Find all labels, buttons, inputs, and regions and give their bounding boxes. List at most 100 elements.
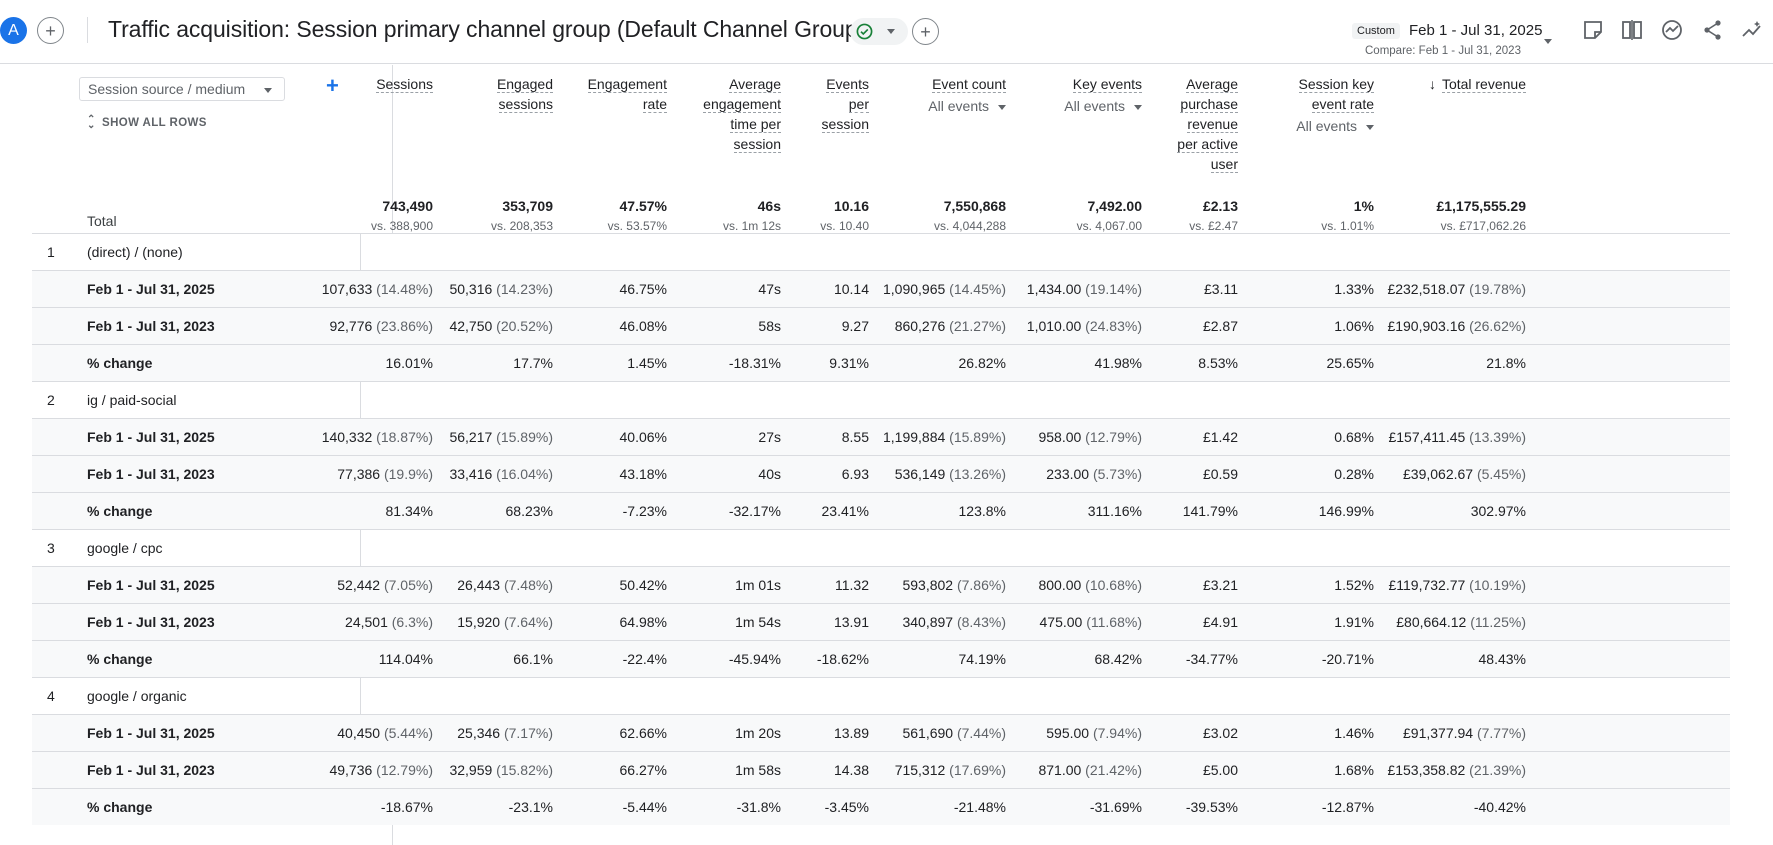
table-cell: 311.16% (1088, 503, 1142, 519)
table-cell: 1m 54s (735, 614, 781, 630)
cell-percent: (14.48%) (372, 281, 433, 297)
group-row[interactable]: 3 google / cpc (32, 529, 1730, 567)
show-all-rows-button[interactable]: ⌃ ⌄ SHOW ALL ROWS (87, 115, 207, 131)
cell-value: 77,386 (337, 466, 381, 482)
cell-percent: (10.68%) (1081, 577, 1142, 593)
cell-value: 123.8% (958, 503, 1006, 519)
table-cell: 123.8% (959, 503, 1006, 519)
metric-filter-dropdown[interactable]: All events (1064, 96, 1142, 116)
cell-value: 50,316 (449, 281, 493, 297)
row-label: Feb 1 - Jul 31, 2025 (87, 281, 215, 297)
table-cell: 33,416 (16.04%) (449, 466, 553, 482)
column-header[interactable]: Event count All events (928, 74, 1006, 116)
total-value: 743,490 (382, 198, 433, 214)
group-row[interactable]: 4 google / organic (32, 677, 1730, 715)
table-cell: 40s (758, 466, 781, 482)
column-header-label: purchase (1180, 96, 1238, 113)
row-label: % change (87, 651, 153, 667)
cell-value: £3.02 (1202, 725, 1238, 741)
sort-down-arrow-icon[interactable]: ↓ (1428, 76, 1436, 92)
metric-filter-dropdown[interactable]: All events (928, 96, 1006, 116)
column-header[interactable]: Events per session (821, 74, 869, 134)
table-cell: 15,920 (7.64%) (457, 614, 553, 630)
cell-value: 26,443 (457, 577, 501, 593)
column-header[interactable]: Session key event rate All events (1296, 74, 1374, 136)
cell-value: 8.53% (1198, 355, 1238, 371)
table-cell: £2.87 (1203, 318, 1238, 334)
column-header[interactable]: ↓ Total revenue (1429, 74, 1526, 94)
cell-percent: (5.45%) (1473, 466, 1526, 482)
share-icon[interactable] (1702, 19, 1724, 41)
table-cell: 1,434.00 (19.14%) (1027, 281, 1142, 297)
cell-value: 1,199,884 (883, 429, 946, 445)
add-comparison-icon[interactable]: + (37, 17, 64, 44)
group-row[interactable]: 1 (direct) / (none) (32, 233, 1730, 271)
column-divider (360, 678, 361, 715)
compare-view-icon[interactable] (1621, 19, 1643, 41)
column-header-label: per active (1177, 136, 1238, 153)
add-dimension-icon[interactable]: + (326, 73, 339, 98)
table-cell: 46.08% (620, 318, 667, 334)
table-cell: -18.62% (817, 651, 869, 667)
compare-range[interactable]: Compare: Feb 1 - Jul 31, 2023 (1365, 45, 1521, 57)
row-label: Feb 1 - Jul 31, 2023 (87, 318, 215, 334)
metric-filter-label: All events (1296, 118, 1357, 134)
check-circle-icon (856, 23, 873, 40)
column-header[interactable]: Sessions (376, 74, 433, 94)
dimension-selector[interactable]: Session source / medium (79, 77, 285, 101)
table-cell: 32,959 (15.82%) (449, 762, 553, 778)
cell-value: 10.14 (833, 281, 869, 297)
cell-value: 74.19% (958, 651, 1006, 667)
cell-percent: (7.94%) (1089, 725, 1142, 741)
total-compare-value: vs. 1m 12s (722, 219, 781, 233)
column-header[interactable]: Average engagement time per session (703, 74, 781, 154)
dimension-selector-label: Session source / medium (88, 81, 246, 97)
cell-value: 1.06% (1334, 318, 1374, 334)
chevron-down-icon[interactable] (1544, 39, 1552, 44)
column-header[interactable]: Engaged sessions (496, 74, 553, 114)
table-cell: 27s (758, 429, 781, 445)
cell-value: 1,090,965 (883, 281, 946, 297)
report-status-dropdown[interactable] (850, 18, 908, 45)
cell-value: 146.99% (1318, 503, 1374, 519)
cell-percent: (17.69%) (945, 762, 1006, 778)
table-cell: £153,358.82 (21.39%) (1387, 762, 1526, 778)
table-cell: 68.42% (1095, 651, 1142, 667)
column-header[interactable]: Average purchase revenue per active user (1177, 74, 1238, 174)
insights-chart-icon[interactable] (1661, 19, 1683, 41)
cell-value: £80,664.12 (1396, 614, 1467, 630)
date-range[interactable]: Feb 1 - Jul 31, 2025 (1409, 22, 1543, 39)
table-row: Feb 1 - Jul 31, 2023 24,501 (6.3%) 15,920 … (32, 603, 1730, 640)
table-cell: 41.98% (1095, 355, 1142, 371)
table-cell: 66.27% (620, 762, 667, 778)
cell-value: £4.91 (1202, 614, 1238, 630)
column-header[interactable]: Key events All events (1064, 74, 1142, 116)
table-cell: 958.00 (12.79%) (1038, 429, 1142, 445)
table-cell: 146.99% (1319, 503, 1374, 519)
table-cell: 46.75% (620, 281, 667, 297)
trend-sparkle-icon[interactable] (1741, 19, 1763, 41)
total-value: 1% (1353, 198, 1374, 214)
cell-value: 21.8% (1486, 355, 1526, 371)
account-avatar[interactable]: A (0, 17, 27, 44)
cell-value: £232,518.07 (1387, 281, 1466, 297)
table-cell: 25,346 (7.17%) (457, 725, 553, 741)
table-cell: 8.55 (842, 429, 869, 445)
cell-value: 8.55 (841, 429, 869, 445)
edit-report-icon[interactable] (1582, 19, 1604, 41)
group-row[interactable]: 2 ig / paid-social (32, 381, 1730, 419)
column-header-label: engagement (703, 96, 781, 113)
cell-value: 13.91 (833, 614, 869, 630)
total-compare-value: vs. 1.01% (1321, 219, 1374, 233)
metric-filter-dropdown[interactable]: All events (1296, 116, 1374, 136)
add-icon[interactable]: + (912, 18, 939, 45)
table-cell: 25.65% (1327, 355, 1374, 371)
cell-value: 16.01% (385, 355, 433, 371)
chevron-down-icon (998, 104, 1006, 110)
column-header[interactable]: Engagement rate (587, 74, 667, 114)
cell-value: 14.38 (833, 762, 869, 778)
total-value: £1,175,555.29 (1436, 198, 1526, 214)
table-cell: 66.1% (513, 651, 553, 667)
cell-value: 141.79% (1182, 503, 1238, 519)
table-cell: £1.42 (1203, 429, 1238, 445)
